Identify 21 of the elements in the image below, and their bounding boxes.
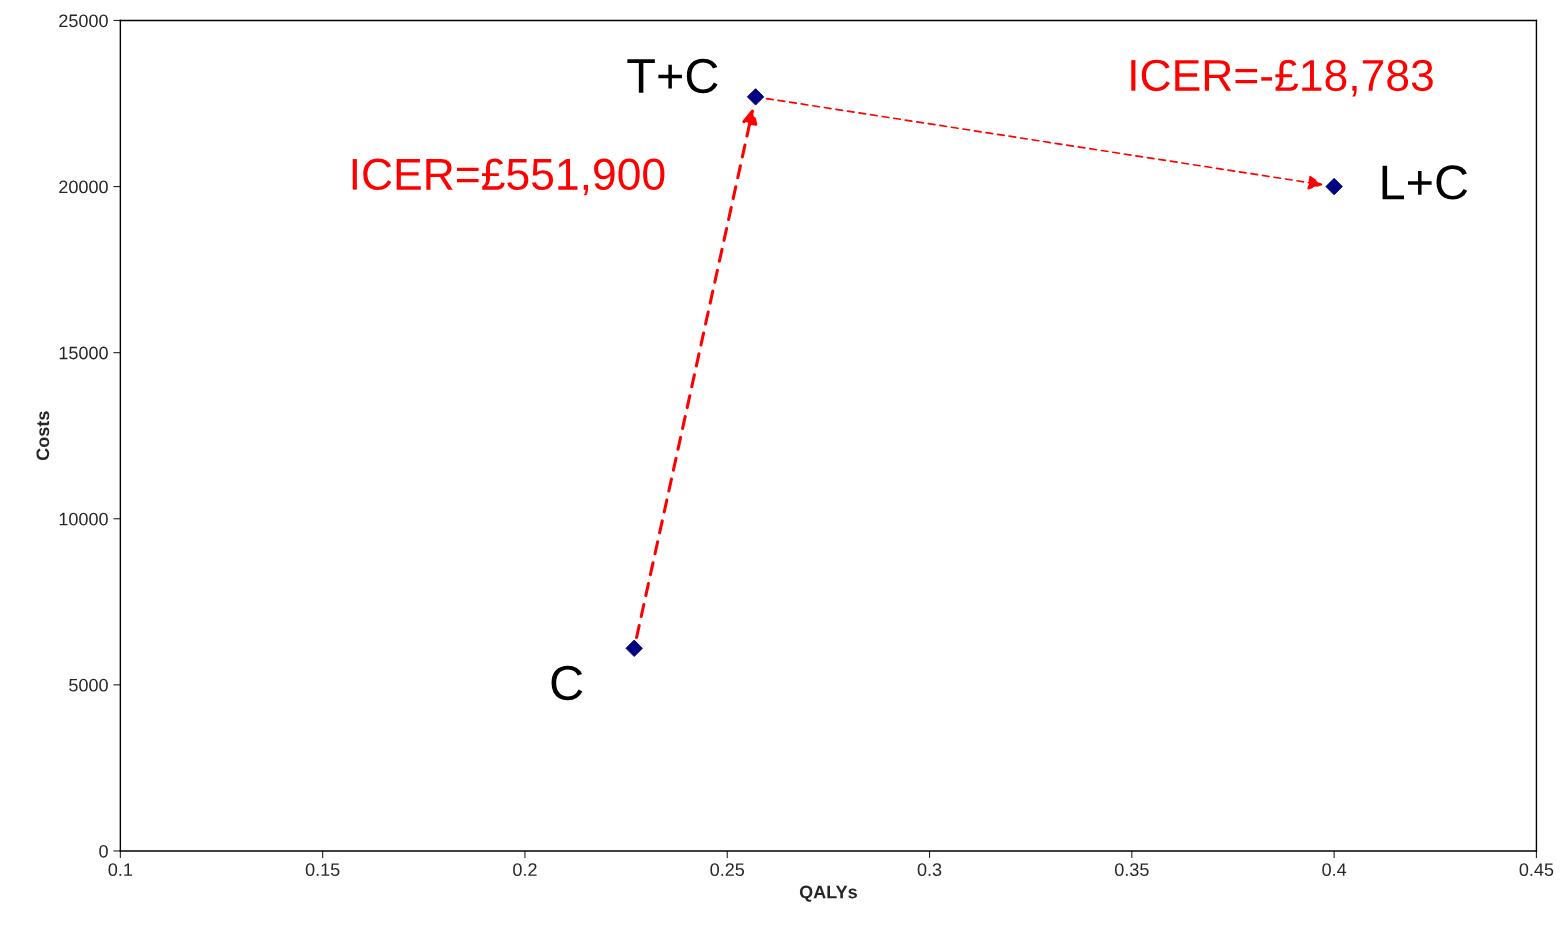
- annotation: L+C: [1382, 165, 1468, 200]
- x-tick-label: 0.25: [710, 863, 745, 877]
- x-tick-label: 0.15: [305, 863, 340, 877]
- y-tick-label: 25000: [59, 14, 108, 28]
- y-axis-title: Costs: [36, 411, 50, 461]
- annotation: ICER=£551,900: [352, 158, 665, 196]
- x-tick-label: 0.4: [1322, 863, 1347, 877]
- annotation: ICER=-£18,783: [1131, 59, 1433, 97]
- x-tick-label: 0.2: [513, 863, 537, 877]
- x-tick-label: 0.35: [1114, 863, 1149, 877]
- x-tick-label: 0.3: [917, 863, 942, 877]
- y-tick-label: 0: [99, 844, 108, 858]
- annotation: C: [551, 665, 583, 701]
- x-tick-label: 0.45: [1519, 863, 1554, 877]
- y-tick-label: 10000: [59, 512, 108, 526]
- y-tick-label: 5000: [69, 678, 108, 692]
- x-axis-title: QALYs: [799, 885, 857, 902]
- y-tick-label: 20000: [59, 180, 108, 194]
- y-tick-label: 15000: [59, 346, 108, 360]
- x-tick-label: 0.1: [108, 863, 133, 877]
- annotation: T+C: [627, 58, 718, 94]
